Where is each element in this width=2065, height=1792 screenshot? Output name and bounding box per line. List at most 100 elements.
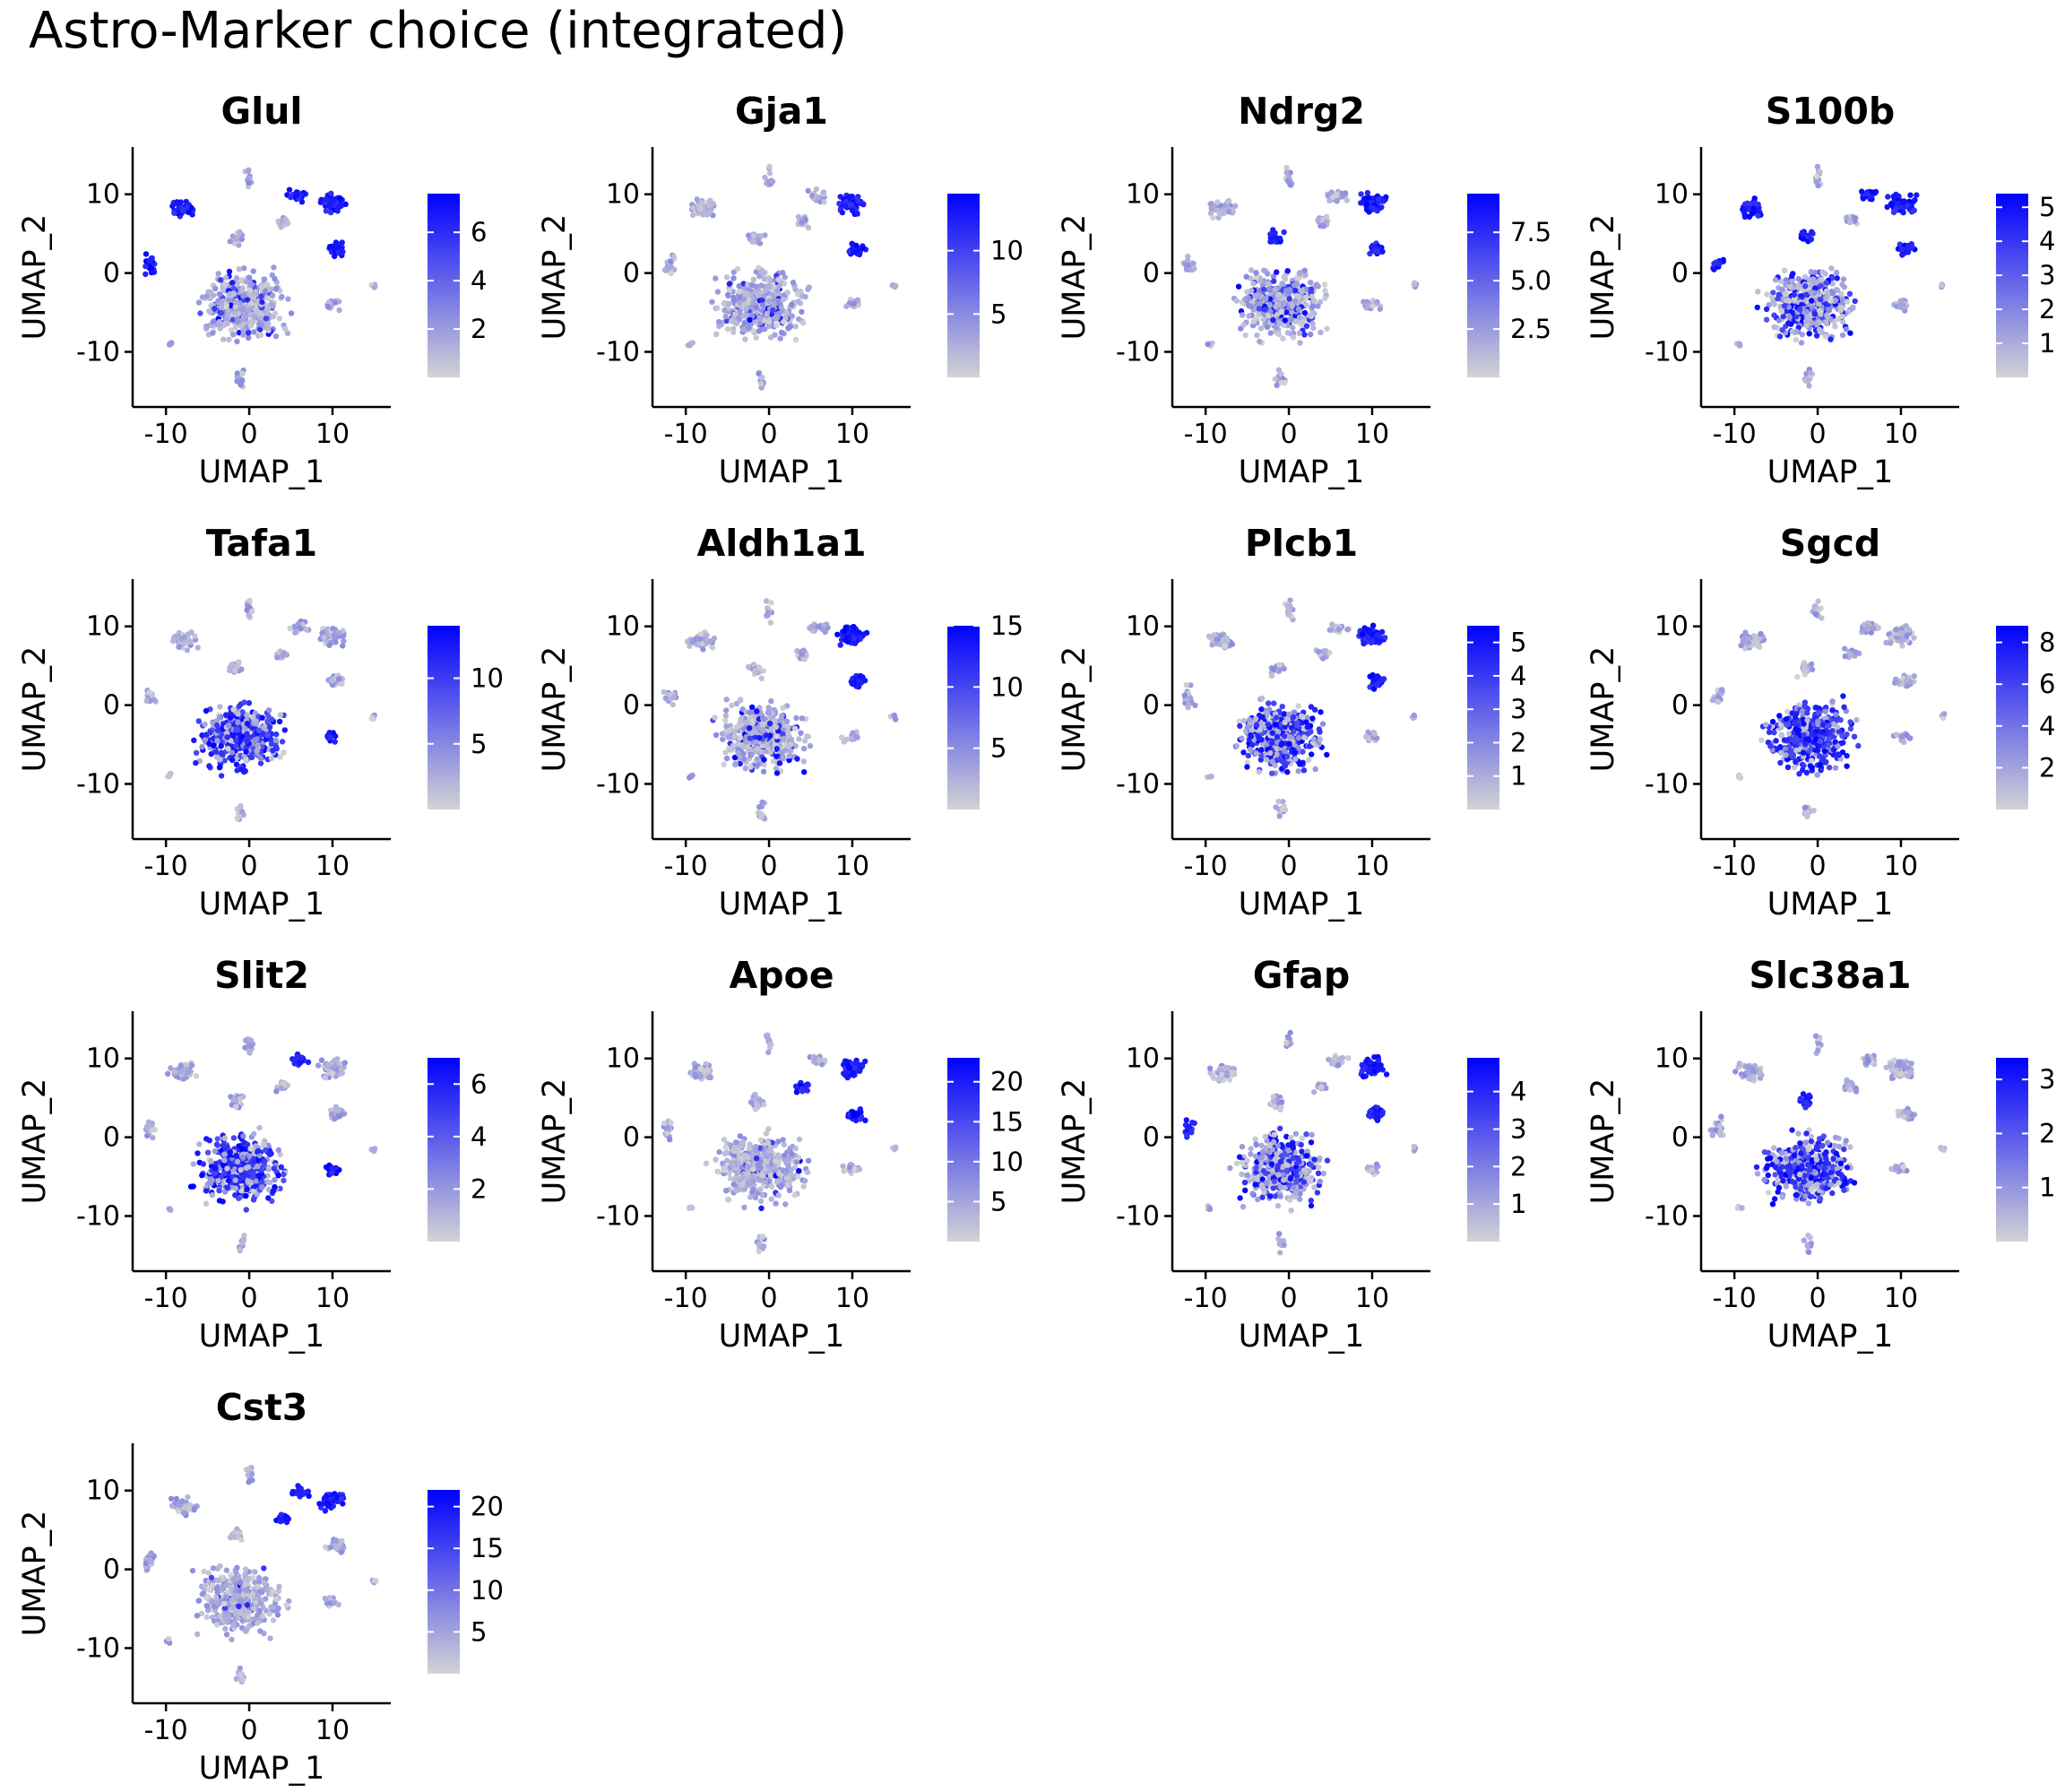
data-point [760, 768, 767, 775]
data-point [1850, 304, 1856, 310]
data-point [264, 295, 271, 301]
data-point [807, 625, 813, 631]
data-point [1275, 331, 1283, 338]
data-point [750, 232, 757, 238]
data-point [233, 299, 239, 306]
data-point [853, 242, 860, 249]
data-point [770, 307, 776, 314]
data-point [1899, 246, 1905, 252]
data-point [1274, 312, 1280, 318]
data-point [728, 318, 735, 325]
data-point [1411, 712, 1417, 719]
data-point [230, 286, 237, 292]
legend-tick-label: 1 [1510, 761, 1526, 792]
data-point [667, 258, 673, 264]
data-point [768, 697, 774, 705]
data-point [326, 734, 333, 740]
data-point [337, 195, 343, 202]
data-point [1318, 329, 1324, 335]
data-point [188, 629, 194, 636]
data-point [257, 755, 264, 762]
data-point [780, 705, 786, 711]
data-point [747, 316, 753, 323]
data-point [735, 740, 741, 747]
data-point [167, 341, 173, 347]
x-tick-label: -10 [144, 419, 188, 450]
data-point [763, 732, 770, 739]
y-tick-label: -10 [1116, 768, 1160, 800]
data-point [743, 739, 749, 745]
data-point [1286, 740, 1292, 747]
data-point [1369, 622, 1377, 628]
data-point [1847, 219, 1853, 226]
data-point [339, 247, 345, 255]
data-point [1266, 700, 1272, 706]
data-point [1292, 756, 1299, 762]
data-point [1245, 752, 1252, 759]
data-point [758, 282, 765, 289]
data-point [1268, 770, 1275, 776]
x-axis-title: UMAP_1 [1767, 454, 1894, 490]
data-point [330, 626, 336, 632]
data-point [1185, 262, 1191, 268]
data-point [709, 299, 715, 305]
data-point [730, 742, 737, 749]
data-point [226, 667, 233, 674]
data-point [246, 274, 253, 281]
data-point [248, 281, 255, 288]
data-point [1209, 642, 1215, 648]
x-tick-label: 0 [1281, 851, 1298, 882]
data-point [842, 628, 848, 635]
data-point [1379, 248, 1386, 255]
data-point [240, 332, 246, 338]
data-point [1205, 341, 1211, 348]
data-point [216, 714, 223, 721]
legend-tick-label: 4 [471, 265, 487, 296]
data-point [1247, 716, 1253, 723]
data-point [326, 642, 333, 648]
data-point [1813, 333, 1820, 339]
data-point [802, 293, 808, 300]
x-tick-label: -10 [664, 419, 708, 450]
data-point [765, 709, 772, 715]
color-legend-bar [1467, 194, 1499, 377]
x-tick-label: -10 [664, 851, 708, 882]
data-point [230, 290, 238, 298]
data-point [704, 632, 710, 638]
data-point [277, 712, 284, 718]
data-point [1822, 333, 1829, 340]
data-point [1265, 281, 1271, 287]
data-point [170, 636, 177, 643]
data-point [1374, 674, 1380, 680]
x-axis-title: UMAP_1 [199, 887, 325, 922]
data-point [723, 274, 730, 281]
data-point [1322, 295, 1328, 301]
legend-tick-label: 1 [2039, 328, 2055, 359]
y-tick-label: -10 [1645, 336, 1689, 368]
legend-tick-label: 5 [1510, 628, 1526, 658]
data-point [264, 732, 271, 738]
data-point [1300, 288, 1306, 295]
data-point [285, 220, 291, 227]
data-point [234, 727, 240, 733]
data-point [1311, 706, 1318, 713]
data-point [1779, 326, 1785, 333]
data-point [1832, 297, 1839, 304]
x-tick-label: 10 [1355, 419, 1389, 450]
data-point [1242, 296, 1249, 303]
data-point [851, 623, 857, 630]
data-point [1273, 804, 1279, 810]
data-point [713, 732, 720, 739]
data-point [229, 662, 235, 668]
data-point [1243, 273, 1249, 280]
data-point [1823, 280, 1830, 286]
color-legend-bar [947, 194, 980, 377]
data-point [713, 275, 719, 281]
data-point [248, 300, 255, 307]
data-point [1358, 191, 1364, 197]
data-point [256, 727, 263, 734]
data-point [1838, 313, 1845, 320]
data-point [1278, 308, 1285, 316]
x-tick-label: -10 [1184, 419, 1228, 450]
